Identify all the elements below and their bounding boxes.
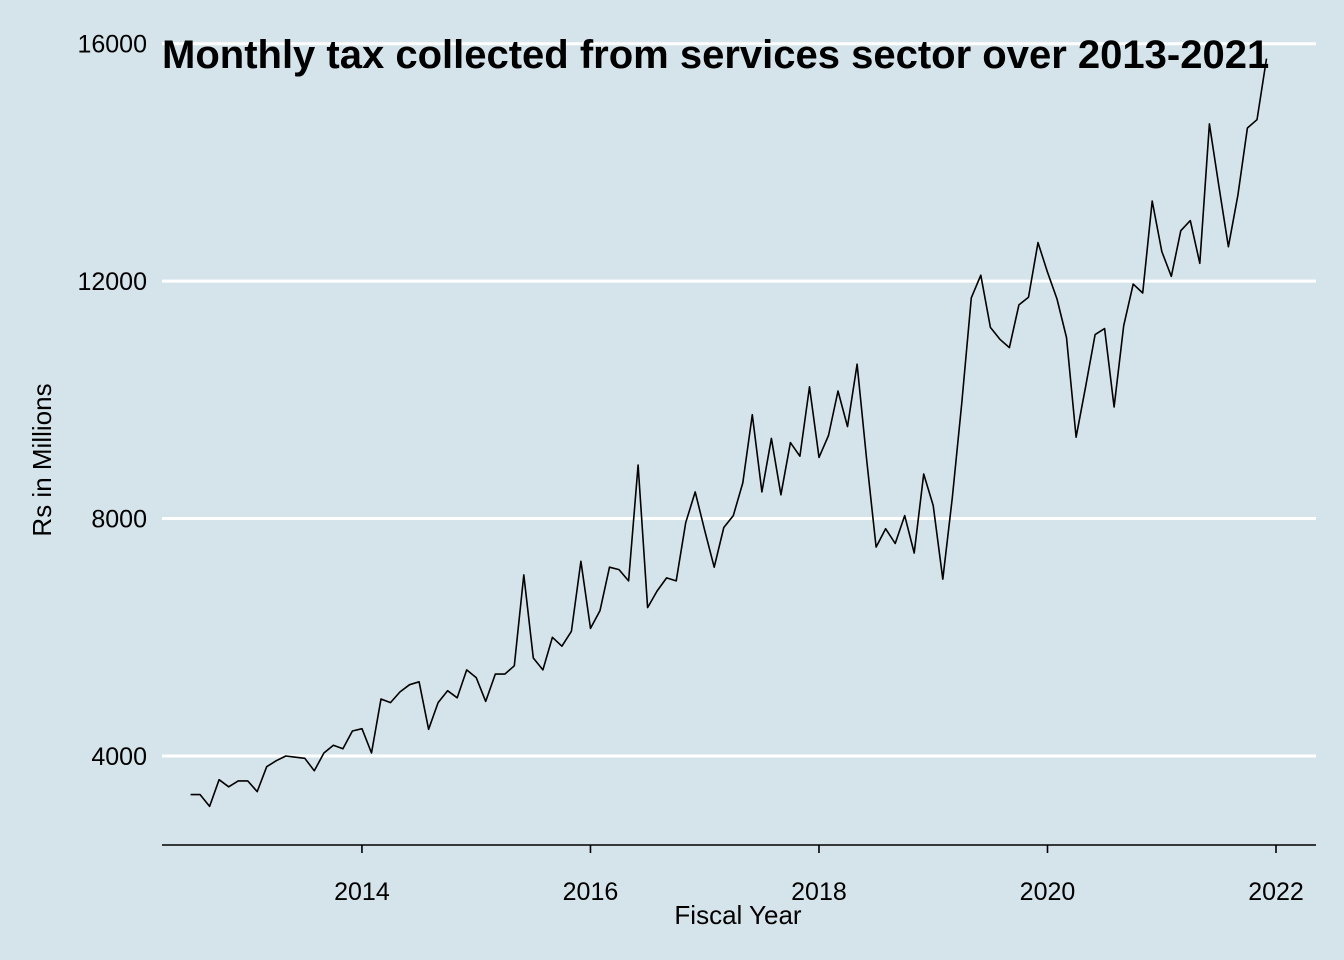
x-tick-label-2014: 2014 [334, 878, 390, 906]
y-tick-label-4000: 4000 [91, 743, 147, 771]
x-axis-label: Fiscal Year [674, 900, 802, 930]
y-axis-tick-labels: 4000 8000 12000 16000 [77, 31, 147, 771]
series-line [190, 58, 1268, 808]
x-tick-label-2018: 2018 [791, 878, 847, 906]
x-tick-label-2020: 2020 [1020, 878, 1076, 906]
x-axis-ticks: 2014 2016 2018 2020 2022 [334, 845, 1304, 906]
chart-title: Monthly tax collected from services sect… [162, 33, 1269, 77]
grid-lines [162, 42, 1316, 758]
y-tick-label-16000: 16000 [77, 31, 147, 59]
y-axis-label: Rs in Millions [27, 383, 57, 536]
x-tick-label-2022: 2022 [1248, 878, 1304, 906]
x-tick-label-2016: 2016 [563, 878, 619, 906]
y-tick-label-8000: 8000 [91, 506, 147, 534]
y-tick-label-12000: 12000 [77, 268, 147, 296]
